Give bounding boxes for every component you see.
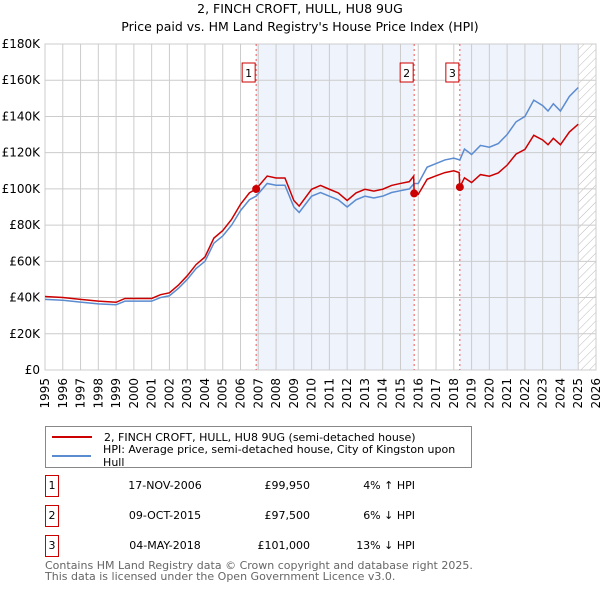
x-tick-label: 2022 [518,378,532,409]
legend-label: 2, FINCH CROFT, HULL, HU8 9UG (semi-deta… [104,430,416,444]
x-tick-label: 2017 [429,378,443,409]
transaction-number: 2 [45,505,59,527]
sale-label: 3 [449,67,456,80]
x-tick-label: 2007 [251,378,265,409]
y-tick-label: £140K [2,109,42,123]
x-tick-label: 2009 [287,378,301,409]
x-tick-label: 2013 [358,378,372,409]
y-tick-label: £160K [2,73,42,87]
sale-label-box [445,62,460,83]
transaction-number: 1 [45,475,59,497]
shaded-ownership-period [256,44,415,370]
x-tick-label: 2015 [393,378,407,409]
x-tick-label: 2008 [269,378,283,409]
hatched-future-region [578,44,596,370]
x-tick-label: 1995 [38,378,52,409]
x-tick-label: 2002 [162,378,176,409]
legend: 2, FINCH CROFT, HULL, HU8 9UG (semi-deta… [45,426,472,469]
x-tick-label: 2016 [411,378,425,409]
sale-point [455,183,464,192]
transaction-price: £99,950 [264,479,311,492]
x-tick-label: 1996 [56,378,70,409]
x-tick-label: 2005 [216,378,230,409]
x-tick-label: 2025 [571,378,585,409]
sale-point [410,189,419,198]
transaction-price: £101,000 [257,539,311,552]
footer-licence: This data is licensed under the Open Gov… [45,570,396,583]
y-tick-label: £120K [2,146,42,160]
chart-title: 2, FINCH CROFT, HULL, HU8 9UG [197,1,403,16]
legend-swatch-red [52,436,92,438]
legend-label: HPI: Average price, semi-detached house,… [103,443,456,469]
x-tick-label: 2011 [322,378,336,409]
y-tick-label: £40K [9,291,41,305]
sale-point [252,184,261,193]
transaction-hpi: 13% ↓ HPI [356,539,415,552]
transaction-hpi: 6% ↓ HPI [363,509,415,522]
x-tick-label: 2000 [127,378,141,409]
x-tick-label: 2021 [500,378,514,409]
price-chart: 1995 1996 1997 1998 1999 2000 2001 2002 2003 2004… [2,37,600,409]
x-tick-label: 1998 [91,378,105,409]
chart-subtitle: Price paid vs. HM Land Registry's House … [121,19,479,34]
x-tick-label: 1997 [74,378,88,409]
transaction-date: 04-MAY-2018 [129,539,201,552]
x-tick-label: 2003 [180,378,194,409]
sale-label: 2 [403,67,410,80]
legend-item-hpi: HPI: Average price, semi-detached house,… [46,443,471,469]
x-tick-label: 2004 [198,378,212,409]
sale-label-box [399,62,414,83]
shaded-ownership-period [459,44,579,370]
x-tick-label: 2012 [340,378,354,409]
x-tick-label: 1999 [109,378,123,409]
plot-border [44,43,597,371]
x-tick-label: 2014 [376,378,390,409]
transaction-number: 3 [45,535,59,557]
x-tick-label: 2006 [234,378,248,409]
hpi-line [44,86,579,306]
y-tick-label: £60K [9,254,41,268]
x-tick-label: 2020 [482,378,496,409]
sale-label: 1 [245,67,252,80]
x-tick-label: 2018 [447,378,461,409]
sale-label-box [241,62,256,83]
transaction-date: 09-OCT-2015 [128,509,202,522]
y-tick-label: £0 [25,363,40,377]
y-tick-label: £180K [2,37,42,51]
transaction-hpi: 4% ↑ HPI [363,479,415,492]
y-tick-label: £100K [2,182,42,196]
transaction-row: 1 17-NOV-2006 £99,950 4% ↑ HPI [45,475,600,497]
x-tick-label: 2010 [305,378,319,409]
y-tick-label: £20K [9,327,41,341]
legend-swatch-blue [52,455,92,457]
y-tick-label: £80K [9,218,41,232]
transaction-row: 3 04-MAY-2018 £101,000 13% ↓ HPI [45,535,600,557]
transaction-row: 2 09-OCT-2015 £97,500 6% ↓ HPI [45,505,600,527]
x-tick-label: 2023 [536,378,550,409]
x-tick-label: 2019 [465,378,479,409]
x-tick-label: 2001 [145,378,159,409]
transaction-date: 17-NOV-2006 [128,479,202,492]
legend-item-property: 2, FINCH CROFT, HULL, HU8 9UG (semi-deta… [46,428,416,446]
x-tick-label: 2024 [553,378,567,409]
transaction-price: £97,500 [264,509,311,522]
property-price-line [44,123,579,304]
footer-copyright: Contains HM Land Registry data © Crown c… [45,559,473,572]
x-tick-label: 2026 [589,378,600,409]
